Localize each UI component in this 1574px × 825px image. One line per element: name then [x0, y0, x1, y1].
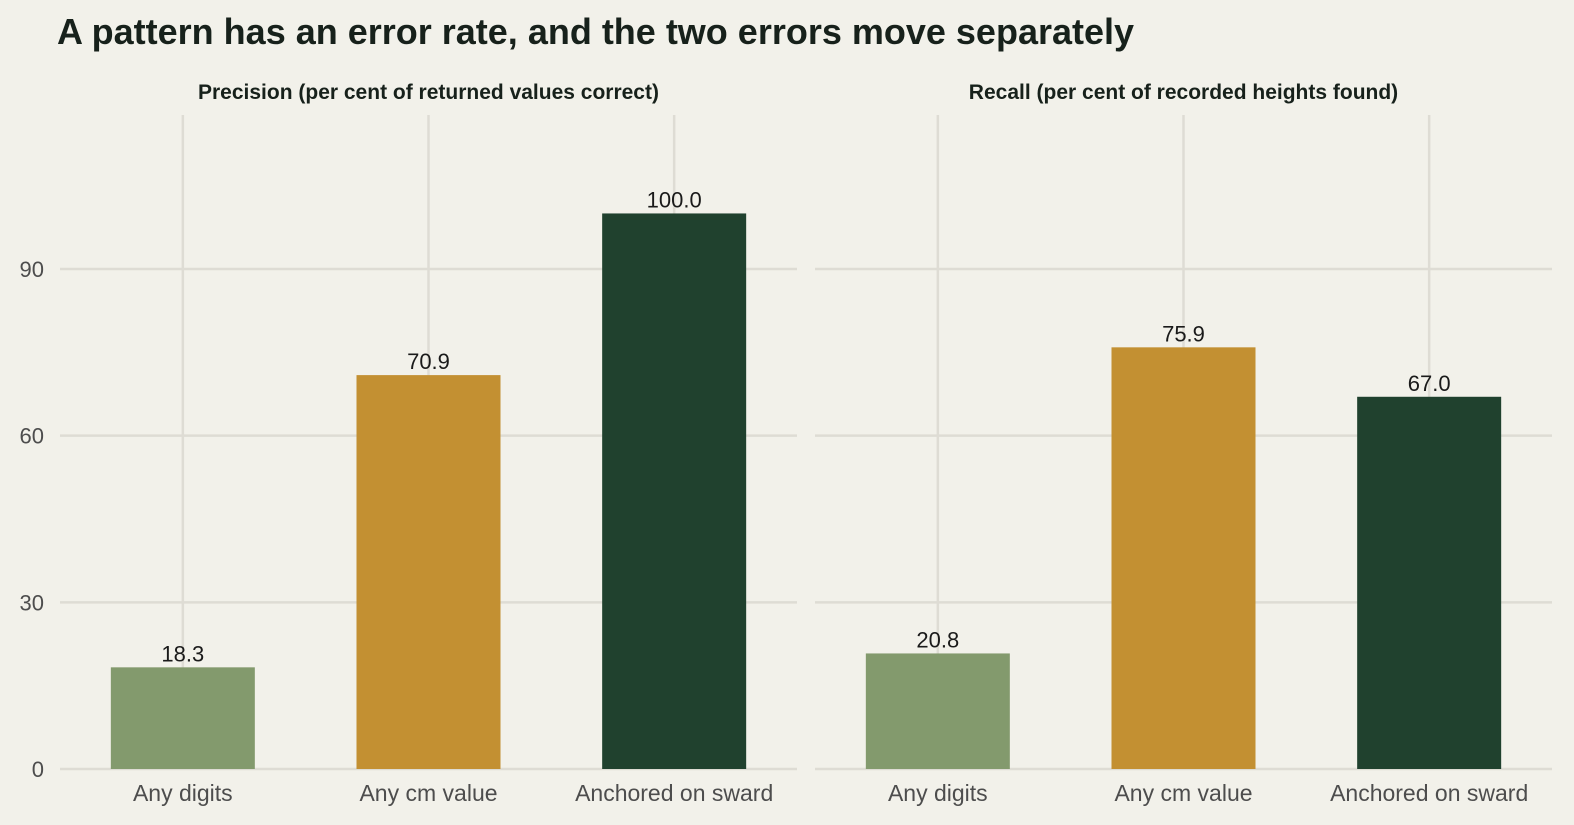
- data-label: 75.9: [1162, 321, 1205, 346]
- bar: [865, 653, 1010, 769]
- data-label: 20.8: [916, 627, 959, 652]
- y-tick-label: 0: [32, 757, 44, 782]
- chart-title: A pattern has an error rate, and the two…: [57, 11, 1134, 52]
- x-tick-label: Any cm value: [359, 780, 497, 806]
- bar: [1357, 396, 1502, 769]
- data-label: 67.0: [1408, 371, 1451, 396]
- bar: [110, 667, 255, 769]
- y-tick-label: 30: [20, 590, 44, 615]
- y-tick-label: 90: [20, 257, 44, 282]
- bar: [602, 213, 747, 769]
- x-tick-label: Any cm value: [1114, 780, 1252, 806]
- x-tick-label: Anchored on sward: [1330, 780, 1528, 806]
- bar: [1111, 347, 1256, 769]
- x-tick-label: Any digits: [133, 780, 233, 806]
- panel-title: Recall (per cent of recorded heights fou…: [969, 81, 1398, 104]
- bar: [356, 375, 501, 769]
- y-tick-label: 60: [20, 424, 44, 449]
- data-label: 18.3: [161, 641, 204, 666]
- panel-title: Precision (per cent of returned values c…: [198, 81, 659, 104]
- x-tick-label: Anchored on sward: [575, 780, 773, 806]
- data-label: 100.0: [647, 187, 702, 212]
- data-label: 70.9: [407, 349, 450, 374]
- x-tick-label: Any digits: [888, 780, 988, 806]
